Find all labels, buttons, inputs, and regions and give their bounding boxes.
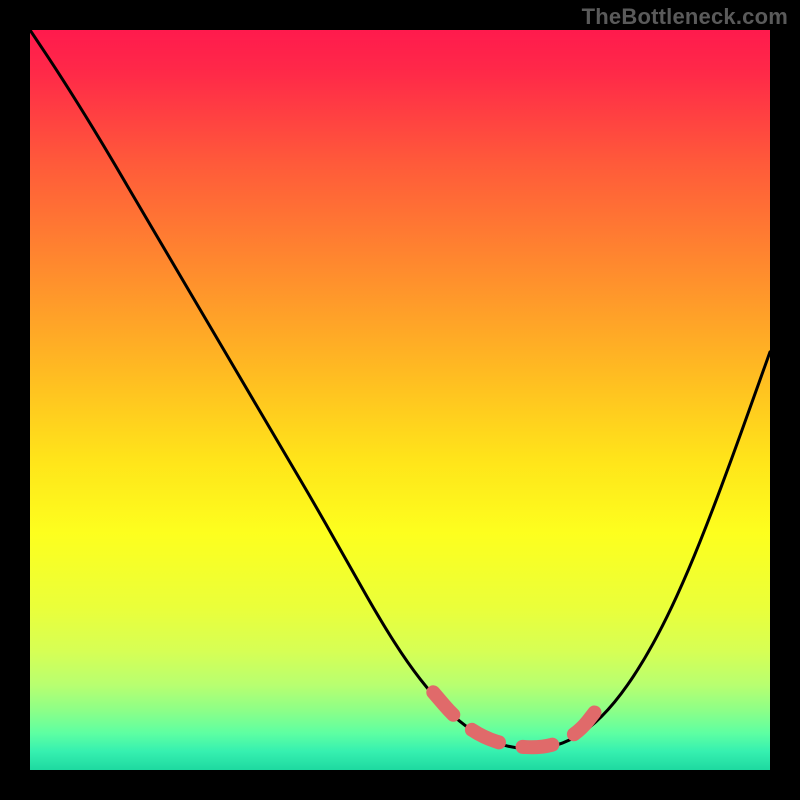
watermark-label: TheBottleneck.com — [582, 4, 788, 30]
gradient-plot-area — [30, 30, 770, 770]
bottleneck-curve-chart — [0, 0, 800, 800]
chart-stage: TheBottleneck.com — [0, 0, 800, 800]
